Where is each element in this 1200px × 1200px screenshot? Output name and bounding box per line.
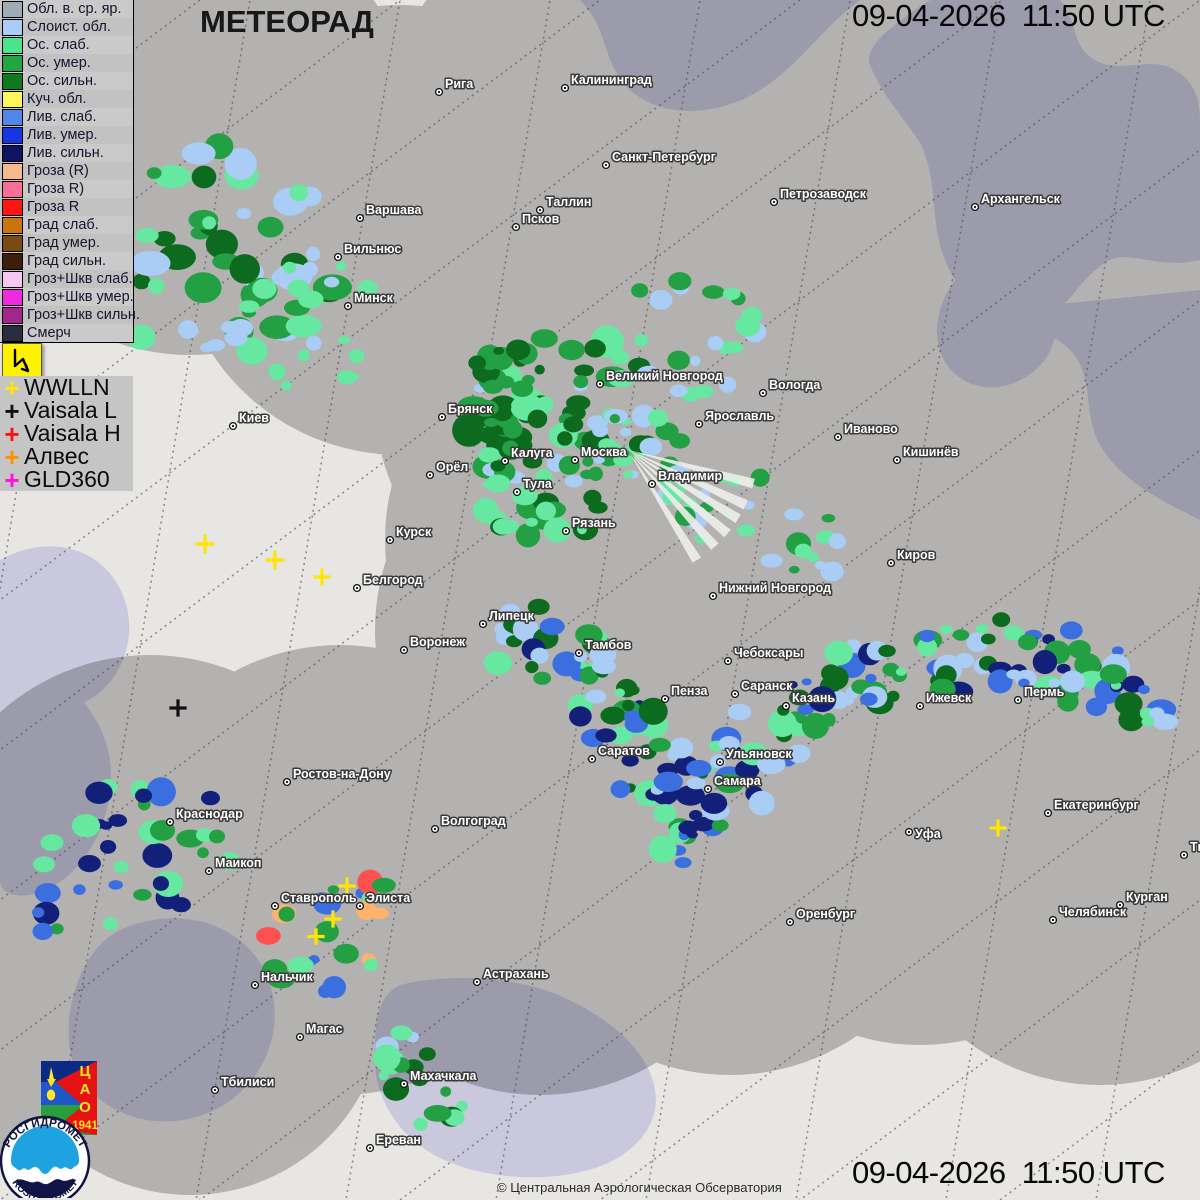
svg-text:Великий Новгород: Великий Новгород [606, 369, 723, 383]
svg-text:Варшава: Варшава [366, 203, 423, 217]
svg-text:Липецк: Липецк [489, 609, 535, 623]
svg-text:Тула: Тула [523, 477, 553, 491]
svg-text:Орёл: Орёл [436, 460, 468, 474]
svg-text:Саранск: Саранск [741, 679, 793, 693]
svg-text:Кишинёв: Кишинёв [903, 445, 959, 459]
svg-text:Киров: Киров [897, 548, 936, 562]
svg-text:Астрахань: Астрахань [483, 967, 549, 981]
svg-text:Нижний Новгород: Нижний Новгород [719, 581, 831, 595]
svg-text:Маикоп: Маикоп [215, 856, 261, 870]
svg-text:Уфа: Уфа [915, 827, 942, 841]
svg-text:Самара: Самара [714, 774, 762, 788]
svg-text:Воронеж: Воронеж [410, 635, 465, 649]
svg-text:Пенза: Пенза [671, 684, 709, 698]
svg-text:Пермь: Пермь [1024, 685, 1065, 699]
svg-text:Казань: Казань [792, 691, 835, 705]
svg-text:Екатеринбург: Екатеринбург [1054, 798, 1139, 812]
svg-text:Брянск: Брянск [448, 402, 493, 416]
svg-text:Калуга: Калуга [511, 446, 554, 460]
svg-text:Киев: Киев [239, 411, 269, 425]
svg-text:О: О [79, 1099, 91, 1116]
svg-text:Курган: Курган [1126, 890, 1168, 904]
svg-text:Вильнюс: Вильнюс [344, 242, 401, 256]
svg-text:Санкт-Петербург: Санкт-Петербург [612, 150, 716, 164]
svg-text:Тамбов: Тамбов [585, 638, 632, 652]
svg-text:Псков: Псков [522, 212, 560, 226]
svg-text:Иваново: Иваново [844, 422, 898, 436]
svg-text:Вологда: Вологда [769, 378, 821, 392]
svg-text:А: А [80, 1081, 91, 1098]
svg-text:Архангельск: Архангельск [981, 192, 1061, 206]
svg-text:Элиста: Элиста [366, 891, 411, 905]
svg-text:Нальчик: Нальчик [261, 970, 313, 984]
svg-text:Волгоград: Волгоград [441, 814, 506, 828]
svg-text:Тбилиси: Тбилиси [221, 1075, 274, 1089]
svg-text:Краснодар: Краснодар [176, 807, 243, 821]
svg-text:Саратов: Саратов [598, 744, 650, 758]
svg-text:Махачкала: Махачкала [410, 1069, 478, 1083]
svg-text:Ставрополь: Ставрополь [281, 891, 357, 905]
svg-text:Магас: Магас [306, 1022, 343, 1036]
svg-text:Ц: Ц [80, 1063, 91, 1080]
svg-text:Минск: Минск [354, 291, 394, 305]
svg-text:Ульяновск: Ульяновск [726, 747, 792, 761]
svg-text:Рязань: Рязань [572, 516, 616, 530]
svg-text:Оренбург: Оренбург [796, 907, 855, 921]
svg-text:Курск: Курск [396, 525, 432, 539]
svg-text:Москва: Москва [581, 445, 628, 459]
svg-text:Ереван: Ереван [376, 1133, 421, 1147]
svg-text:Тюмень: Тюмень [1190, 840, 1200, 854]
svg-text:Владимир: Владимир [658, 469, 722, 483]
svg-text:Чебоксары: Чебоксары [734, 646, 803, 660]
svg-text:Калининград: Калининград [571, 73, 652, 87]
svg-text:Белгород: Белгород [363, 573, 423, 587]
svg-text:Рига: Рига [445, 77, 474, 91]
svg-text:Ижевск: Ижевск [926, 691, 972, 705]
svg-text:Ростов-на-Дону: Ростов-на-Дону [293, 767, 391, 781]
svg-text:Ярославль: Ярославль [705, 409, 774, 423]
svg-text:Таллин: Таллин [546, 195, 591, 209]
svg-text:Петрозаводск: Петрозаводск [780, 187, 867, 201]
